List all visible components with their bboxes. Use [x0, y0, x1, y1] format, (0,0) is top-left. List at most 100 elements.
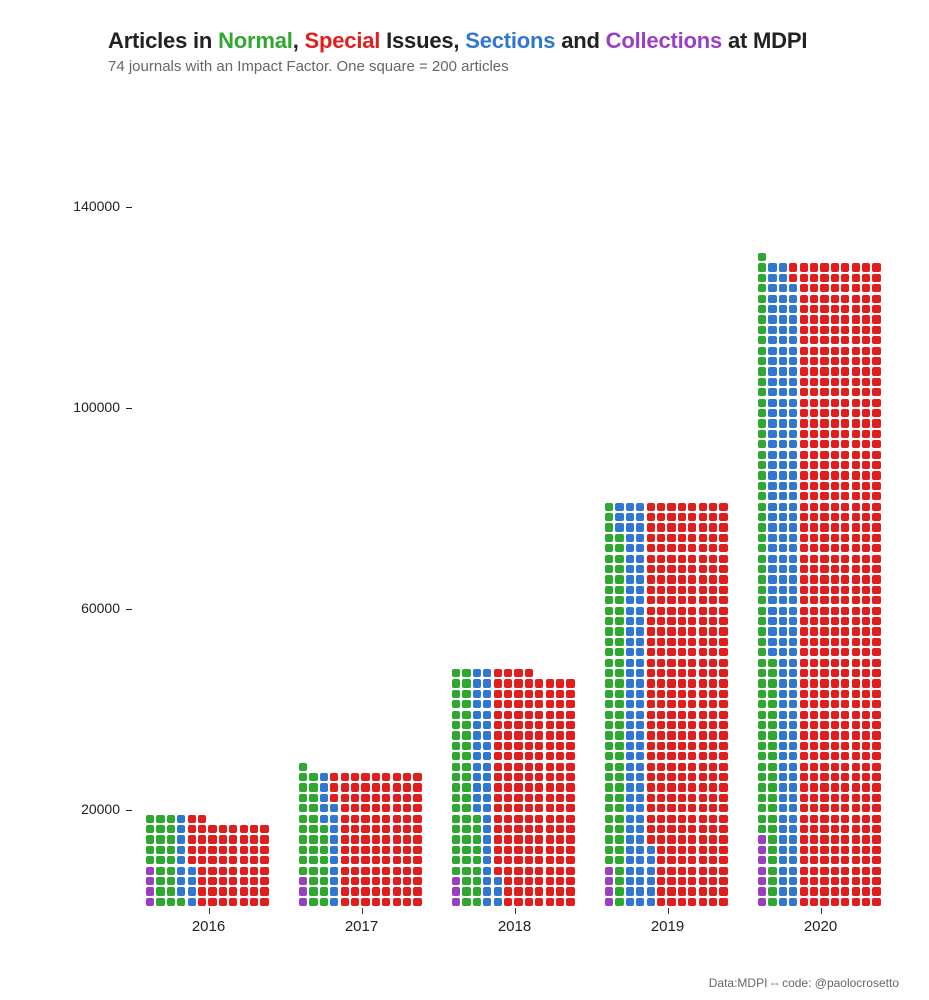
waffle-square-normal — [605, 742, 613, 750]
waffle-square-sections — [779, 503, 787, 511]
waffle-square-sections — [768, 336, 776, 344]
waffle-square-special — [862, 274, 870, 282]
waffle-square-special — [657, 825, 665, 833]
waffle-square-normal — [615, 846, 623, 854]
waffle-square-special — [678, 721, 686, 729]
waffle-square-sections — [768, 555, 776, 563]
waffle-square-special — [514, 669, 522, 677]
waffle-square-sections — [779, 523, 787, 531]
waffle-square-special — [841, 315, 849, 323]
waffle-square-special — [667, 794, 675, 802]
waffle-square-sections — [626, 659, 634, 667]
waffle-square-normal — [156, 898, 164, 906]
waffle-square-special — [667, 679, 675, 687]
waffle-square-special — [841, 783, 849, 791]
waffle-square-special — [831, 711, 839, 719]
waffle-square-special — [709, 867, 717, 875]
waffle-square-normal — [758, 638, 766, 646]
waffle-square-normal — [615, 773, 623, 781]
waffle-square-special — [719, 887, 727, 895]
waffle-square-normal — [320, 856, 328, 864]
waffle-square-sections — [626, 815, 634, 823]
waffle-square-normal — [452, 679, 460, 687]
waffle-square-special — [841, 461, 849, 469]
waffle-square-sections — [494, 898, 502, 906]
waffle-square-special — [800, 815, 808, 823]
waffle-square-special — [820, 326, 828, 334]
waffle-square-special — [351, 877, 359, 885]
waffle-square-sections — [177, 856, 185, 864]
waffle-square-special — [709, 669, 717, 677]
waffle-square-sections — [636, 794, 644, 802]
waffle-square-special — [504, 804, 512, 812]
waffle-square-sections — [789, 773, 797, 781]
waffle-square-normal — [758, 523, 766, 531]
waffle-square-sections — [789, 326, 797, 334]
waffle-square-normal — [156, 887, 164, 895]
waffle-square-normal — [758, 513, 766, 521]
waffle-square-special — [852, 835, 860, 843]
waffle-square-special — [820, 794, 828, 802]
waffle-square-special — [546, 846, 554, 854]
waffle-square-sections — [483, 804, 491, 812]
waffle-square-special — [852, 378, 860, 386]
waffle-square-special — [678, 867, 686, 875]
waffle-square-special — [820, 471, 828, 479]
waffle-square-special — [647, 731, 655, 739]
waffle-square-normal — [605, 534, 613, 542]
waffle-square-sections — [779, 804, 787, 812]
waffle-square-normal — [768, 690, 776, 698]
waffle-square-special — [657, 815, 665, 823]
waffle-square-normal — [758, 679, 766, 687]
waffle-square-sections — [768, 523, 776, 531]
waffle-square-special — [361, 773, 369, 781]
waffle-square-normal — [768, 877, 776, 885]
waffle-square-special — [494, 679, 502, 687]
waffle-square-special — [709, 617, 717, 625]
waffle-square-special — [862, 440, 870, 448]
x-axis-label: 2020 — [804, 918, 837, 935]
waffle-square-sections — [779, 347, 787, 355]
waffle-square-special — [699, 721, 707, 729]
waffle-square-special — [709, 804, 717, 812]
waffle-square-special — [413, 867, 421, 875]
waffle-square-special — [504, 752, 512, 760]
waffle-square-sections — [789, 856, 797, 864]
waffle-square-sections — [626, 731, 634, 739]
waffle-square-special — [351, 846, 359, 854]
waffle-square-special — [699, 711, 707, 719]
waffle-square-special — [372, 867, 380, 875]
waffle-square-sections — [779, 617, 787, 625]
waffle-square-special — [667, 669, 675, 677]
waffle-square-special — [831, 378, 839, 386]
waffle-square-special — [852, 638, 860, 646]
waffle-square-sections — [483, 846, 491, 854]
waffle-square-sections — [636, 555, 644, 563]
waffle-square-special — [841, 575, 849, 583]
waffle-square-normal — [167, 867, 175, 875]
waffle-square-special — [872, 835, 880, 843]
waffle-square-special — [535, 877, 543, 885]
waffle-square-special — [341, 783, 349, 791]
waffle-square-sections — [483, 773, 491, 781]
waffle-square-special — [800, 482, 808, 490]
waffle-square-special — [862, 700, 870, 708]
waffle-square-sections — [779, 783, 787, 791]
waffle-square-normal — [605, 513, 613, 521]
waffle-square-special — [841, 471, 849, 479]
waffle-square-normal — [758, 461, 766, 469]
waffle-square-special — [841, 544, 849, 552]
waffle-square-special — [872, 742, 880, 750]
waffle-square-special — [800, 315, 808, 323]
waffle-square-special — [229, 835, 237, 843]
waffle-square-special — [862, 783, 870, 791]
waffle-square-special — [667, 617, 675, 625]
waffle-square-sections — [626, 700, 634, 708]
waffle-square-sections — [779, 742, 787, 750]
waffle-square-special — [556, 783, 564, 791]
waffle-square-special — [872, 804, 880, 812]
x-axis-tick — [209, 908, 210, 914]
waffle-square-special — [841, 877, 849, 885]
waffle-square-special — [719, 721, 727, 729]
waffle-square-special — [831, 347, 839, 355]
